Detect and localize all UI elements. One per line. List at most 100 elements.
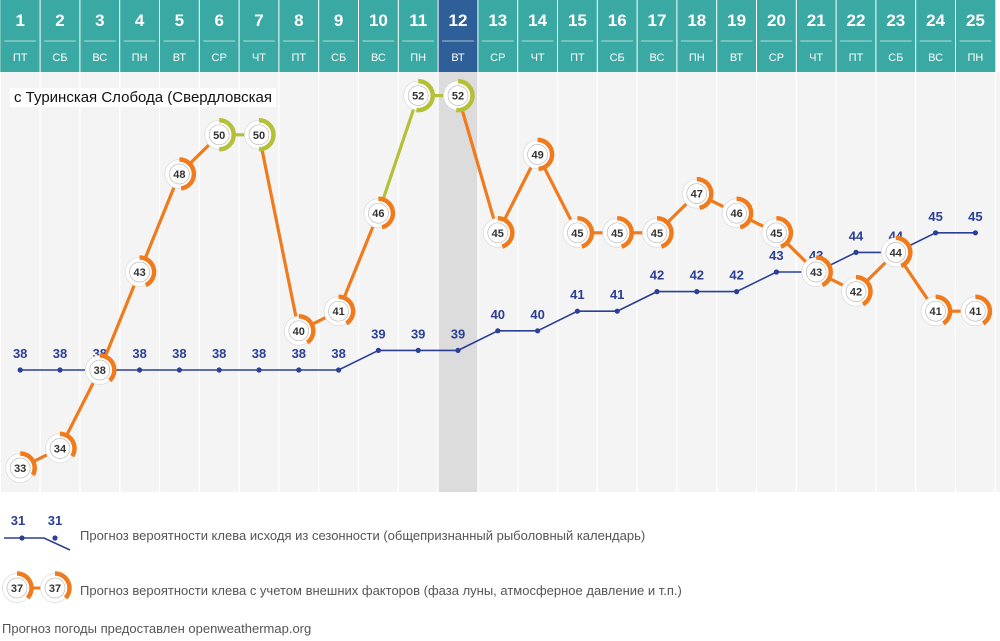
factors-point: 40 xyxy=(283,314,316,346)
day-header-cell xyxy=(318,0,359,72)
legend-seasonal-line xyxy=(4,537,71,551)
seasonal-value-label: 38 xyxy=(252,346,266,361)
day-number: 25 xyxy=(966,11,985,30)
factors-point-arc xyxy=(219,118,236,152)
day-number: 20 xyxy=(767,11,786,30)
seasonal-value-label: 45 xyxy=(928,209,942,224)
day-header-cell xyxy=(517,0,558,72)
seasonal-point xyxy=(574,308,581,314)
factors-value-label: 37 xyxy=(49,583,61,595)
factors-point-inner xyxy=(129,261,150,283)
legend-factors-text: Прогноз вероятности клева с учетом внешн… xyxy=(80,583,682,598)
factors-point: 41 xyxy=(323,294,356,327)
seasonal-point xyxy=(853,249,859,255)
factors-point: 45 xyxy=(761,216,794,249)
day-weekday: СР xyxy=(490,52,505,64)
factors-value-label: 52 xyxy=(452,91,464,103)
factors-value-label: 48 xyxy=(173,169,185,181)
seasonal-point xyxy=(256,367,262,373)
day-number: 4 xyxy=(135,11,145,30)
day-number: 2 xyxy=(55,11,64,30)
day-weekday: СР xyxy=(769,52,784,64)
factors-point-inner xyxy=(9,457,31,479)
seasonal-point xyxy=(176,367,182,373)
factors-point: 38 xyxy=(84,353,117,385)
seasonal-point xyxy=(216,367,222,373)
day-number: 16 xyxy=(608,11,627,30)
factors-value-label: 49 xyxy=(531,149,543,161)
factors-point-inner xyxy=(845,281,867,302)
factors-point-inner xyxy=(248,124,270,146)
factors-point: 45 xyxy=(642,216,674,249)
legend-factors: 37 37 xyxy=(2,571,72,603)
day-weekday: ВТ xyxy=(730,52,744,64)
seasonal-point xyxy=(495,328,501,334)
seasonal-value-label: 38 xyxy=(13,346,27,361)
day-number: 13 xyxy=(488,11,507,30)
factors-series-segment xyxy=(138,172,181,274)
factors-point-inner xyxy=(447,85,469,106)
factors-point-arc xyxy=(537,137,555,172)
day-number: 22 xyxy=(847,11,866,30)
factors-value-label: 46 xyxy=(730,208,742,220)
day-weekday: ПТ xyxy=(849,52,864,64)
factors-point-inner xyxy=(567,222,588,244)
factors-series-segment xyxy=(257,133,301,333)
day-number: 3 xyxy=(95,11,104,30)
factors-point-inner xyxy=(44,577,66,599)
factors-point-inner xyxy=(487,222,509,244)
factors-point-arc xyxy=(455,78,475,113)
day-number: 23 xyxy=(886,11,905,30)
factors-point-arc xyxy=(99,353,117,383)
day-header-cell xyxy=(0,0,41,72)
factors-point-arc xyxy=(855,274,873,307)
day-weekday: ПТ xyxy=(291,52,306,64)
factors-value-label: 50 xyxy=(253,130,265,142)
factors-value-label: 41 xyxy=(929,306,941,318)
day-number: 8 xyxy=(294,11,303,30)
day-weekday: ПН xyxy=(689,52,705,64)
factors-point: 45 xyxy=(562,216,595,249)
location-label: с Туринская Слобода (Свердловская xyxy=(10,88,276,107)
day-header-cell xyxy=(79,0,120,72)
seasonal-value-label: 39 xyxy=(371,326,385,341)
seasonal-point xyxy=(17,367,23,373)
factors-point: 47 xyxy=(681,176,714,211)
day-weekday: СБ xyxy=(888,52,903,64)
seasonal-point xyxy=(654,289,660,295)
factors-point-arc xyxy=(776,216,794,249)
legend-seasonal-text: Прогноз вероятности клева исходя из сезо… xyxy=(80,528,646,543)
factors-value-label: 50 xyxy=(213,130,225,142)
factors-value-label: 40 xyxy=(293,326,305,338)
factors-point-arc xyxy=(54,571,72,600)
factors-point-arc xyxy=(139,255,157,288)
factors-point-arc xyxy=(975,294,993,326)
seasonal-point xyxy=(336,367,342,373)
seasonal-value-label: 39 xyxy=(411,326,425,341)
seasonal-point xyxy=(296,367,302,373)
factors-point-arc xyxy=(298,314,316,345)
seasonal-value-label: 42 xyxy=(729,268,743,283)
day-number: 9 xyxy=(334,11,343,30)
factors-value-label: 45 xyxy=(651,228,663,240)
day-weekday: ЧТ xyxy=(252,52,266,64)
factors-point-arc xyxy=(895,235,913,268)
factors-point: 49 xyxy=(522,137,555,172)
factors-point-arc xyxy=(577,216,595,249)
day-number: 7 xyxy=(254,11,263,30)
factors-point-arc xyxy=(816,255,833,288)
seasonal-point xyxy=(415,347,421,353)
factors-point: 46 xyxy=(363,196,396,230)
day-weekday: СБ xyxy=(52,52,67,64)
day-header-cell xyxy=(119,0,160,72)
day-weekday: ЧТ xyxy=(531,52,545,64)
day-weekday: ВС xyxy=(928,52,943,64)
day-number: 6 xyxy=(214,11,223,30)
day-number: 1 xyxy=(15,11,24,30)
day-header-cell xyxy=(199,0,240,72)
factors-point: 41 xyxy=(920,294,953,327)
factors-value-label: 47 xyxy=(691,189,703,201)
factors-point-inner xyxy=(606,222,628,244)
day-weekday: ПТ xyxy=(13,52,28,64)
legend-seasonal-value: 31 xyxy=(11,513,25,528)
